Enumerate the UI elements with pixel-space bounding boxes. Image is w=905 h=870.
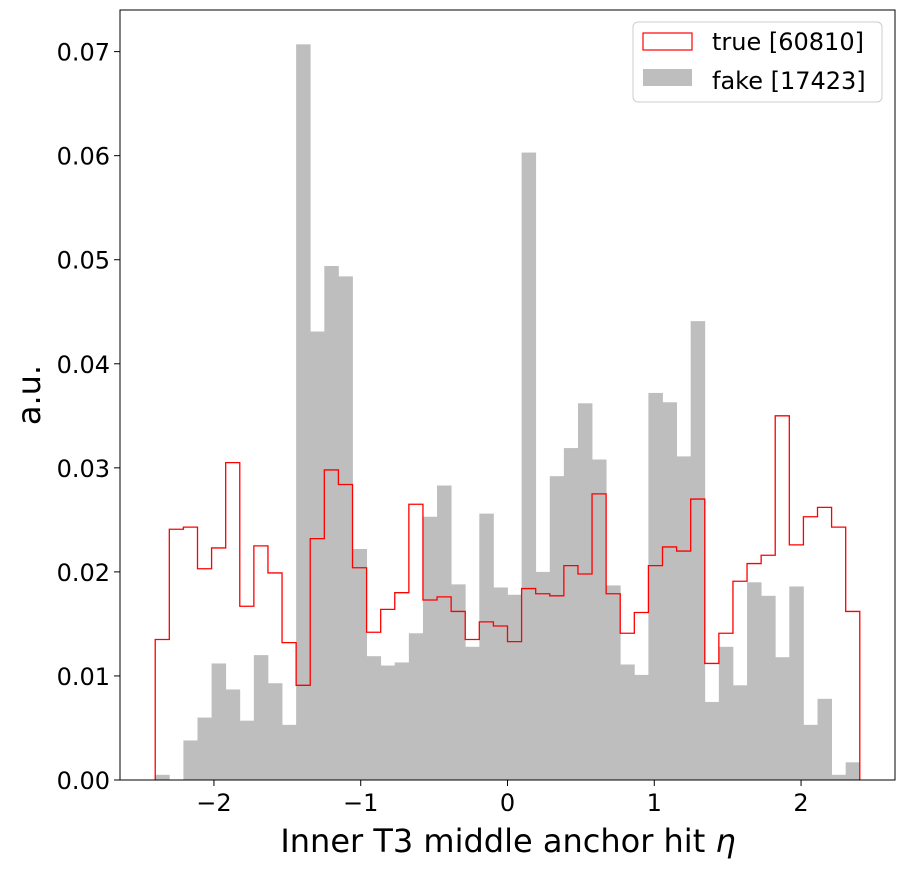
fake-bar [606,585,621,780]
legend: true [60810] fake [17423] [632,21,883,103]
fake-bar [549,476,565,780]
fake-bar [338,276,353,780]
fake-bar [563,448,579,780]
y-axis-label: a.u. [10,365,48,425]
fake-bar [789,586,804,780]
x-axis-ticks: −2 −1 0 1 2 [196,780,809,817]
fake-bar [183,740,198,780]
true-step-line [154,415,861,780]
fake-bar [352,549,367,780]
fake-bar [239,720,255,780]
fake-bar [845,762,861,780]
fake-bar [747,582,762,780]
fake-bar [690,321,706,780]
fake-bar [704,701,720,780]
fake-bar [282,724,297,780]
x-tick-label: −2 [196,789,231,817]
legend-label-true: true [60810] [712,28,864,56]
fake-bar [775,657,790,780]
fake-bar [676,456,692,780]
x-tick-label: −1 [343,789,378,817]
fake-bar [662,402,677,780]
y-tick-label: 0.04 [57,351,110,379]
fake-bar [324,265,339,780]
fake-bar [817,698,832,780]
legend-label-fake: fake [17423] [712,67,866,95]
fake-bar [718,646,734,780]
fake-series-bars [155,44,861,781]
fake-bar [253,655,269,780]
fake-bar [155,774,170,780]
x-tick-label: 1 [647,789,662,817]
fake-bar [310,331,325,780]
x-tick-label: 2 [793,789,808,817]
y-tick-label: 0.00 [57,767,110,795]
legend-swatch-true [642,32,693,51]
y-tick-label: 0.05 [57,247,110,275]
fake-bar [577,403,593,780]
fake-bar [422,516,438,780]
fake-bar [296,44,311,781]
y-tick-label: 0.07 [57,39,110,67]
fake-bar [267,683,283,780]
fake-bar [634,674,649,780]
fake-bar [831,774,847,780]
fake-bar [732,685,748,780]
fake-bar [197,717,212,780]
fake-bar [648,392,663,780]
fake-bar [225,689,241,780]
fake-bar [394,662,410,780]
fake-bar [437,485,452,780]
fake-bar [620,664,635,780]
fake-bar [211,663,227,780]
fake-bar [493,587,508,780]
legend-box [632,21,883,103]
fake-bar [408,633,424,780]
legend-swatch-fake [643,69,692,86]
fake-bar [507,594,522,780]
x-axis-label: Inner T3 middle anchor hit η [280,822,735,860]
x-tick-label: 0 [500,789,515,817]
fake-bar [380,665,396,780]
y-tick-label: 0.02 [57,559,110,587]
fake-bar [761,595,776,780]
fake-bar [479,513,494,780]
fake-bar [535,571,551,780]
fake-bar [592,459,607,780]
fake-bar [465,646,480,780]
y-tick-label: 0.01 [57,663,110,691]
fake-bar [451,584,466,780]
fake-bar [521,152,537,780]
true-series-step [154,415,861,780]
fake-bar [366,656,382,780]
y-axis-ticks: 0.00 0.01 0.02 0.03 0.04 0.05 0.06 0.07 [57,39,120,795]
y-tick-label: 0.03 [57,455,110,483]
fake-bar [803,724,818,780]
y-tick-label: 0.06 [57,143,110,171]
